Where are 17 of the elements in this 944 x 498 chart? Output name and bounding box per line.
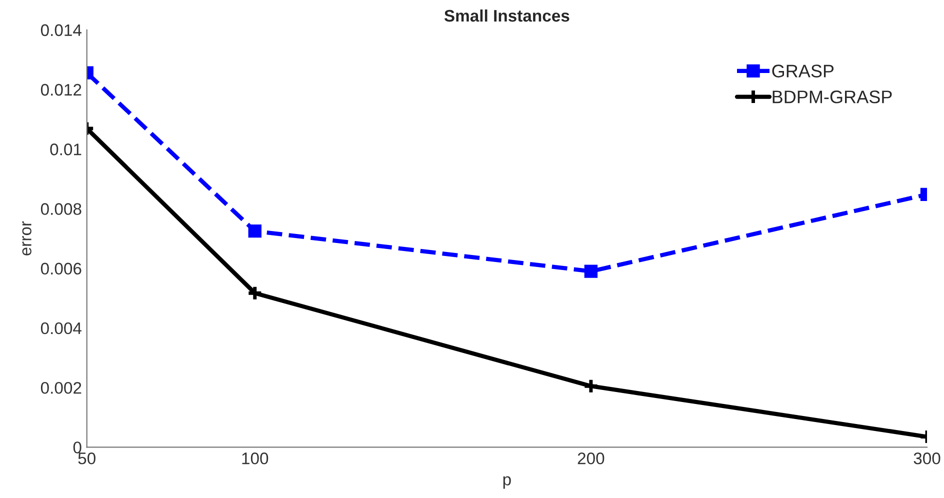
x-tick-label: 200: [578, 452, 604, 464]
y-tick-label: 0.008: [40, 203, 82, 215]
y-tick-label: 0: [73, 442, 82, 454]
y-tick-label: 0.01: [50, 144, 82, 156]
y-axis-title: error: [22, 221, 32, 256]
y-tick-label: 0.014: [40, 24, 82, 36]
x-tick-label: 300: [914, 452, 940, 464]
x-axis-title: p: [503, 476, 511, 489]
legend-label: BDPM-GRASP: [772, 90, 892, 104]
x-tick-label: 100: [242, 452, 268, 464]
y-tick-label: 0.002: [40, 382, 82, 394]
chart-title: Small Instances: [444, 9, 570, 22]
x-tick-label: 50: [78, 452, 96, 464]
y-tick-label: 0.004: [40, 322, 82, 334]
y-tick-label: 0.012: [40, 84, 82, 96]
y-tick-label: 0.006: [40, 262, 82, 275]
legend-label: GRASP: [772, 64, 834, 78]
